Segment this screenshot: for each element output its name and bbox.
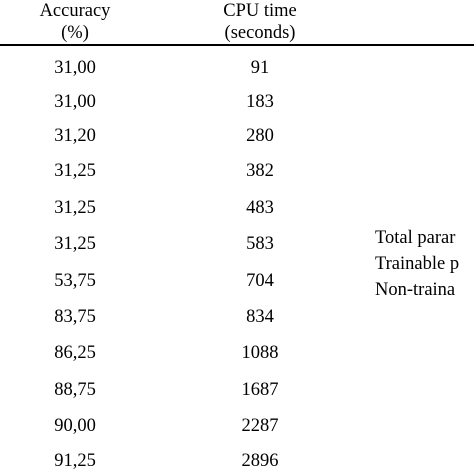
table-cell-cpu-time: 1088 [241, 343, 279, 363]
table-cell-accuracy: 91,25 [54, 451, 96, 471]
accuracy-header-line1: Accuracy [39, 1, 111, 21]
cpu-time-header-line1: CPU time [223, 1, 297, 21]
table-cell-cpu-time: 2287 [241, 416, 279, 436]
table-cell-cpu-time: 704 [246, 271, 274, 291]
header-rule [0, 44, 474, 46]
accuracy-header: Accuracy (%) [0, 0, 150, 44]
accuracy-header-line2: (%) [61, 23, 89, 43]
table-cell-accuracy: 31,20 [54, 126, 96, 146]
table-cell-accuracy: 31,25 [54, 161, 96, 181]
table-cell-accuracy: 90,00 [54, 416, 96, 436]
table-cell-accuracy: 31,00 [54, 92, 96, 112]
table-cell-cpu-time: 183 [246, 92, 274, 112]
table-cell-cpu-time: 583 [246, 234, 274, 254]
table-cell-cpu-time: 483 [246, 198, 274, 218]
table-cell-accuracy: 86,25 [54, 343, 96, 363]
table-cell-accuracy: 31,25 [54, 198, 96, 218]
table-cell-accuracy: 83,75 [54, 307, 96, 327]
table-cell-accuracy: 53,75 [54, 271, 96, 291]
cpu-time-header-line2: (seconds) [224, 23, 296, 43]
cpu-time-header: CPU time (seconds) [190, 0, 330, 44]
table-cell-accuracy: 88,75 [54, 380, 96, 400]
side-note-non-trainable-params: Non-traina [375, 280, 456, 300]
table-cell-accuracy: 31,25 [54, 234, 96, 254]
table-cell-cpu-time: 280 [246, 126, 274, 146]
side-note-trainable-params: Trainable p [375, 254, 460, 274]
table-cell-cpu-time: 834 [246, 307, 274, 327]
table-cell-cpu-time: 91 [250, 58, 270, 78]
table-cell-cpu-time: 2896 [241, 451, 279, 471]
side-note-total-params: Total parar [375, 228, 456, 248]
table-cell-accuracy: 31,00 [54, 58, 96, 78]
table-cell-cpu-time: 1687 [241, 380, 279, 400]
table-cell-cpu-time: 382 [246, 161, 274, 181]
